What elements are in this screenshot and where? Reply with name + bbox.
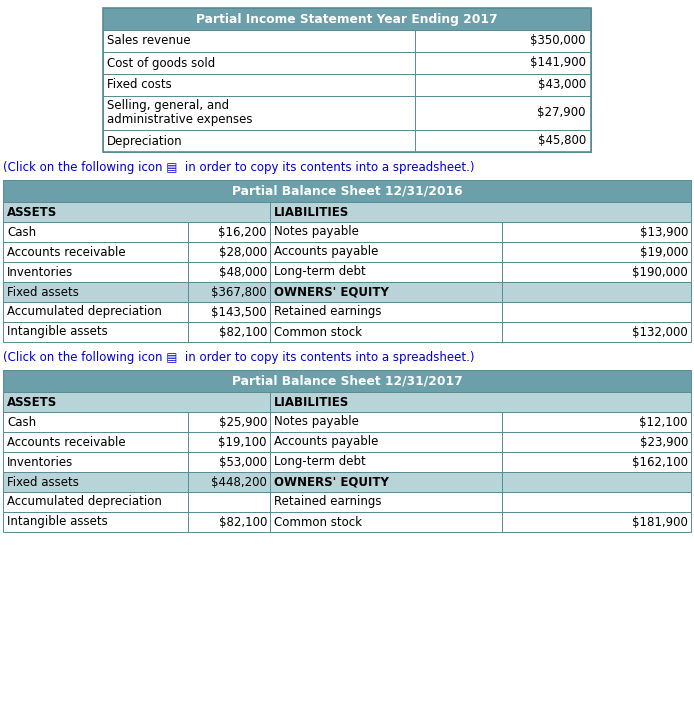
Text: Inventories: Inventories [7,266,74,279]
Text: (Click on the following icon ▤  in order to copy its contents into a spreadsheet: (Click on the following icon ▤ in order … [3,161,475,174]
Text: Fixed assets: Fixed assets [7,286,79,299]
Text: OWNERS' EQUITY: OWNERS' EQUITY [274,475,389,488]
Bar [103,74,591,96]
Bar [3,370,691,392]
Text: $43,000: $43,000 [538,78,586,91]
Text: Selling, general, and: Selling, general, and [107,100,229,113]
Text: $181,900: $181,900 [632,516,688,528]
Text: Accounts payable: Accounts payable [274,436,378,449]
Text: $162,100: $162,100 [632,455,688,469]
Text: Common stock: Common stock [274,325,362,338]
Text: (Click on the following icon ▤  in order to copy its contents into a spreadsheet: (Click on the following icon ▤ in order … [3,350,475,363]
Text: Cost of goods sold: Cost of goods sold [107,57,215,70]
Text: ASSETS: ASSETS [7,396,57,409]
Text: administrative expenses: administrative expenses [107,113,253,126]
Text: Fixed assets: Fixed assets [7,475,79,488]
Text: OWNERS' EQUITY: OWNERS' EQUITY [274,286,389,299]
Text: $143,500: $143,500 [211,305,267,319]
Text: $45,800: $45,800 [538,134,586,147]
Text: $16,200: $16,200 [219,225,267,238]
Bar [3,472,691,492]
Text: Accumulated depreciation: Accumulated depreciation [7,495,162,508]
Bar [103,30,591,52]
Text: Partial Balance Sheet 12/31/2016: Partial Balance Sheet 12/31/2016 [232,185,462,197]
Text: Accumulated depreciation: Accumulated depreciation [7,305,162,319]
Bar [3,302,691,322]
Bar [3,432,691,452]
Bar [3,282,691,302]
Text: $190,000: $190,000 [632,266,688,279]
Text: $28,000: $28,000 [219,246,267,258]
Text: Cash: Cash [7,225,36,238]
Bar [3,412,691,432]
Text: $19,000: $19,000 [640,246,688,258]
Bar [3,222,691,242]
Text: $367,800: $367,800 [211,286,267,299]
Text: $53,000: $53,000 [219,455,267,469]
Bar [3,392,691,412]
Text: Accounts payable: Accounts payable [274,246,378,258]
Text: Notes payable: Notes payable [274,416,359,429]
Text: $25,900: $25,900 [219,416,267,429]
Text: $12,100: $12,100 [639,416,688,429]
Text: $23,900: $23,900 [640,436,688,449]
Bar [103,96,591,130]
Text: Depreciation: Depreciation [107,134,183,147]
Bar [3,512,691,532]
Text: $27,900: $27,900 [537,106,586,119]
Text: Accounts receivable: Accounts receivable [7,246,126,258]
Text: LIABILITIES: LIABILITIES [274,396,349,409]
Text: Retained earnings: Retained earnings [274,305,382,319]
Text: Accounts receivable: Accounts receivable [7,436,126,449]
Text: ASSETS: ASSETS [7,205,57,218]
Bar [3,242,691,262]
Text: Inventories: Inventories [7,455,74,469]
Text: Partial Income Statement Year Ending 2017: Partial Income Statement Year Ending 201… [196,12,498,26]
Text: Long-term debt: Long-term debt [274,266,366,279]
Text: Long-term debt: Long-term debt [274,455,366,469]
Bar [103,8,591,152]
Text: $82,100: $82,100 [219,516,267,528]
Text: Retained earnings: Retained earnings [274,495,382,508]
Text: $19,100: $19,100 [219,436,267,449]
Bar [3,180,691,202]
Bar [103,8,591,30]
Text: Intangible assets: Intangible assets [7,516,108,528]
Bar [3,492,691,512]
Bar [103,130,591,152]
Text: Sales revenue: Sales revenue [107,34,191,47]
Text: $448,200: $448,200 [211,475,267,488]
Text: Fixed costs: Fixed costs [107,78,171,91]
Text: $48,000: $48,000 [219,266,267,279]
Text: $141,900: $141,900 [530,57,586,70]
Text: LIABILITIES: LIABILITIES [274,205,349,218]
Bar [103,52,591,74]
Text: $82,100: $82,100 [219,325,267,338]
Bar [3,452,691,472]
Bar [3,262,691,282]
Text: Intangible assets: Intangible assets [7,325,108,338]
Text: Cash: Cash [7,416,36,429]
Text: $350,000: $350,000 [530,34,586,47]
Text: $13,900: $13,900 [640,225,688,238]
Bar [3,202,691,222]
Text: $132,000: $132,000 [632,325,688,338]
Bar [3,322,691,342]
Text: Partial Balance Sheet 12/31/2017: Partial Balance Sheet 12/31/2017 [232,375,462,388]
Text: Notes payable: Notes payable [274,225,359,238]
Text: Common stock: Common stock [274,516,362,528]
